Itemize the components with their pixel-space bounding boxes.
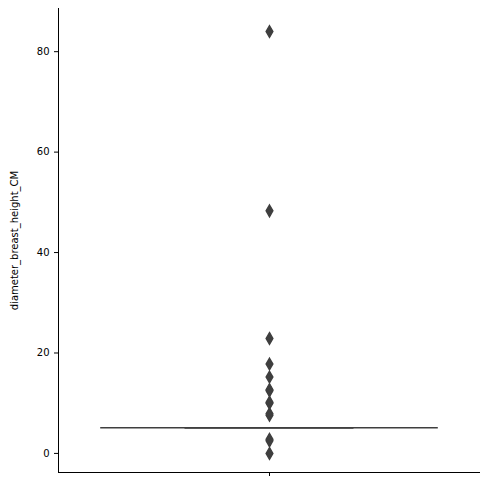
svg-text:60: 60	[37, 146, 50, 157]
svg-text:0: 0	[43, 448, 49, 459]
svg-text:diameter_breast_height_CM: diameter_breast_height_CM	[9, 171, 21, 310]
svg-text:20: 20	[37, 347, 50, 358]
svg-text:40: 40	[37, 247, 50, 258]
svg-text:80: 80	[37, 46, 50, 57]
